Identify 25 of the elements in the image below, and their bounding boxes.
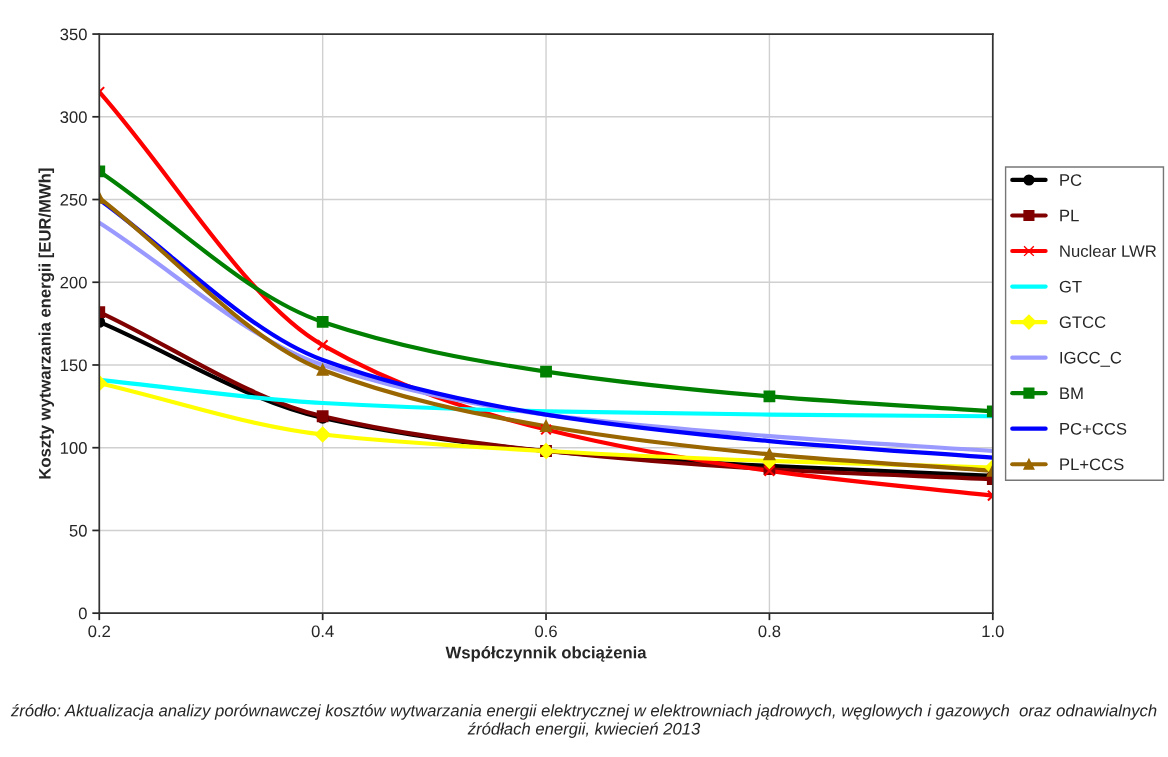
legend-label: PC [1060, 174, 1082, 186]
legend-label: BM [1060, 387, 1083, 399]
x-axis-title: Współczynnik obciążenia [445, 646, 647, 662]
text: źródło: Aktualizacja analizy porównawczej kosztów wytwarzania energii elektrycznej w elektrowniach jądrowych, węglowych i gazowych oraz odnawialnych źródłach energii, kwiecień 2013 [10, 704, 1157, 738]
legend-label: GT [1059, 280, 1082, 293]
y-tick-label: 300 [60, 111, 87, 123]
legend-label: GTCC [1059, 316, 1106, 329]
legend-label: PC+CCS [1060, 422, 1127, 435]
x-tick-label: 0.6 [535, 625, 557, 638]
legend-label: IGCC_C [1060, 351, 1122, 367]
y-tick-label: 350 [60, 28, 87, 41]
y-tick-label: 100 [60, 442, 87, 454]
x-tick-label: 0.2 [88, 625, 111, 638]
legend-label: PL [1060, 209, 1079, 222]
y-axis-title: Koszty wytwarzania energii [EUR/MWh] [38, 168, 55, 479]
x-tick-label: 0.8 [758, 625, 781, 638]
y-tick-label: 150 [60, 359, 87, 372]
legend-label: Nuclear LWR [1060, 244, 1157, 258]
y-tick-label: 50 [69, 524, 87, 537]
y-tick-label: 200 [60, 276, 87, 289]
y-tick-label: 0 [78, 607, 87, 620]
x-tick-label: 0.4 [311, 625, 334, 638]
legend-label: PL+CCS [1060, 458, 1124, 471]
y-tick-label: 250 [60, 193, 87, 206]
x-tick-label: 1.0 [982, 625, 1004, 638]
